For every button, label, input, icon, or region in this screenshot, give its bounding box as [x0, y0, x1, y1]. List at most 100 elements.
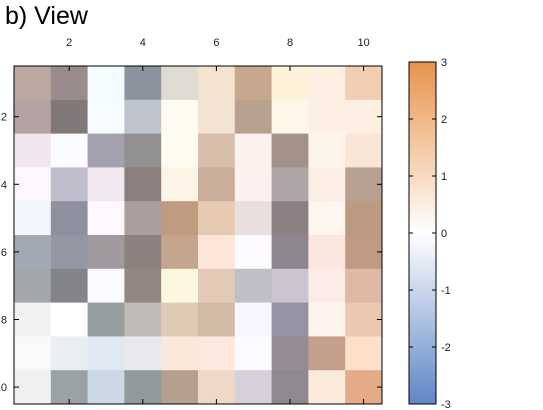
heatmap-cell [87, 268, 125, 304]
heatmap-cell [14, 99, 52, 135]
heatmap-cell [124, 133, 162, 168]
heatmap-cell [161, 268, 199, 304]
heatmap-cell [308, 99, 346, 135]
colorbar-tick-label: -1 [441, 285, 451, 297]
heatmap-cell [271, 201, 309, 236]
heatmap-cell [124, 235, 162, 270]
heatmap-cell [161, 99, 199, 135]
heatmap-cell [87, 370, 125, 405]
colorbar-tick-label: -3 [441, 399, 451, 410]
heatmap-cell [198, 167, 236, 202]
heatmap-cell [50, 370, 89, 405]
heatmap-cell [50, 99, 89, 135]
heatmap-cell [161, 336, 199, 371]
heatmap-cell [234, 66, 273, 101]
heatmap-cell [124, 201, 162, 236]
heatmap-cell [308, 302, 346, 337]
heatmap-cell [345, 268, 383, 304]
heatmap-cell [14, 133, 52, 168]
heatmap-cell [271, 268, 309, 304]
x-tick-label: 6 [213, 37, 219, 49]
heatmap-cell [234, 302, 273, 337]
heatmap-cell [198, 268, 236, 304]
heatmap-cell [87, 201, 125, 236]
heatmap-cell [234, 201, 273, 236]
heatmap-cell [161, 167, 199, 202]
x-tick-label: 10 [357, 37, 369, 49]
heatmap-cell [234, 370, 273, 405]
heatmap-cell [50, 235, 89, 270]
heatmap-cell [271, 99, 309, 135]
heatmap-cell [14, 302, 52, 337]
heatmap-cell [198, 336, 236, 371]
heatmap-cell [308, 268, 346, 304]
heatmap-cell [87, 133, 125, 168]
heatmap-cell [161, 370, 199, 405]
heatmap-cell [198, 133, 236, 168]
heatmap-cell [271, 235, 309, 270]
heatmap-cell [308, 336, 346, 371]
heatmap-cell [271, 336, 309, 371]
heatmap-cell [50, 336, 89, 371]
heatmap-cell [271, 133, 309, 168]
heatmap-cell [50, 133, 89, 168]
y-axis: 2 4 6 8 10 [0, 112, 382, 394]
heatmap-cell [161, 66, 199, 101]
heatmap-cell [124, 66, 162, 101]
heatmap-cell [161, 133, 199, 168]
heatmap-cell [50, 302, 89, 337]
heatmap-cell [50, 167, 89, 202]
heatmap-cell [87, 167, 125, 202]
heatmap-cell [50, 268, 89, 304]
heatmap-cell [87, 66, 125, 101]
heatmap-cell [308, 133, 346, 168]
heatmap-cell [14, 370, 52, 405]
heatmap-cell [308, 167, 346, 202]
heatmap-cell [234, 167, 273, 202]
heatmap-cell [87, 99, 125, 135]
x-axis: 2 4 6 8 10 [66, 37, 370, 404]
heatmap-cell [308, 370, 346, 405]
heatmap-cell [87, 235, 125, 270]
heatmap-cell [14, 167, 52, 202]
heatmap-cell [345, 66, 383, 101]
heatmap-cell [124, 336, 162, 371]
heatmap-cell [87, 302, 125, 337]
heatmap-cell [345, 336, 383, 371]
heatmap-cell [124, 268, 162, 304]
colorbar-tick-label: 2 [441, 114, 447, 126]
heatmap-cell [234, 99, 273, 135]
heatmap-cell [14, 336, 52, 371]
y-tick-label: 8 [1, 315, 7, 327]
heatmap-cell [161, 235, 199, 270]
heatmap-cell [198, 235, 236, 270]
heatmap-cell [198, 66, 236, 101]
heatmap-cell [345, 99, 383, 135]
y-tick-label: 2 [1, 112, 7, 124]
x-tick-label: 4 [140, 37, 146, 49]
colorbar-gradient [408, 61, 437, 405]
heatmap-cell [345, 133, 383, 168]
heatmap-cell [198, 370, 236, 405]
panel-title: b) View [5, 2, 88, 30]
heatmap-cell [198, 201, 236, 236]
heatmap-cell [124, 370, 162, 405]
heatmap-cell [234, 268, 273, 304]
colorbar-tick-label: -2 [441, 342, 451, 354]
heatmap-cell [198, 302, 236, 337]
heatmap-cell [345, 370, 383, 405]
heatmap-cell [50, 66, 89, 101]
heatmap-cell [345, 167, 383, 202]
heatmap-cell [308, 66, 346, 101]
heatmap-cell [14, 201, 52, 236]
heatmap-cell [14, 235, 52, 270]
heatmap-cell [345, 201, 383, 236]
y-tick-label: 6 [1, 247, 7, 259]
heatmap-cell [14, 268, 52, 304]
heatmap-cell [161, 302, 199, 337]
heatmap-area [13, 65, 383, 405]
x-tick-label: 2 [66, 37, 72, 49]
heatmap-cell [14, 66, 52, 101]
colorbar-tick-label: 1 [441, 171, 447, 183]
